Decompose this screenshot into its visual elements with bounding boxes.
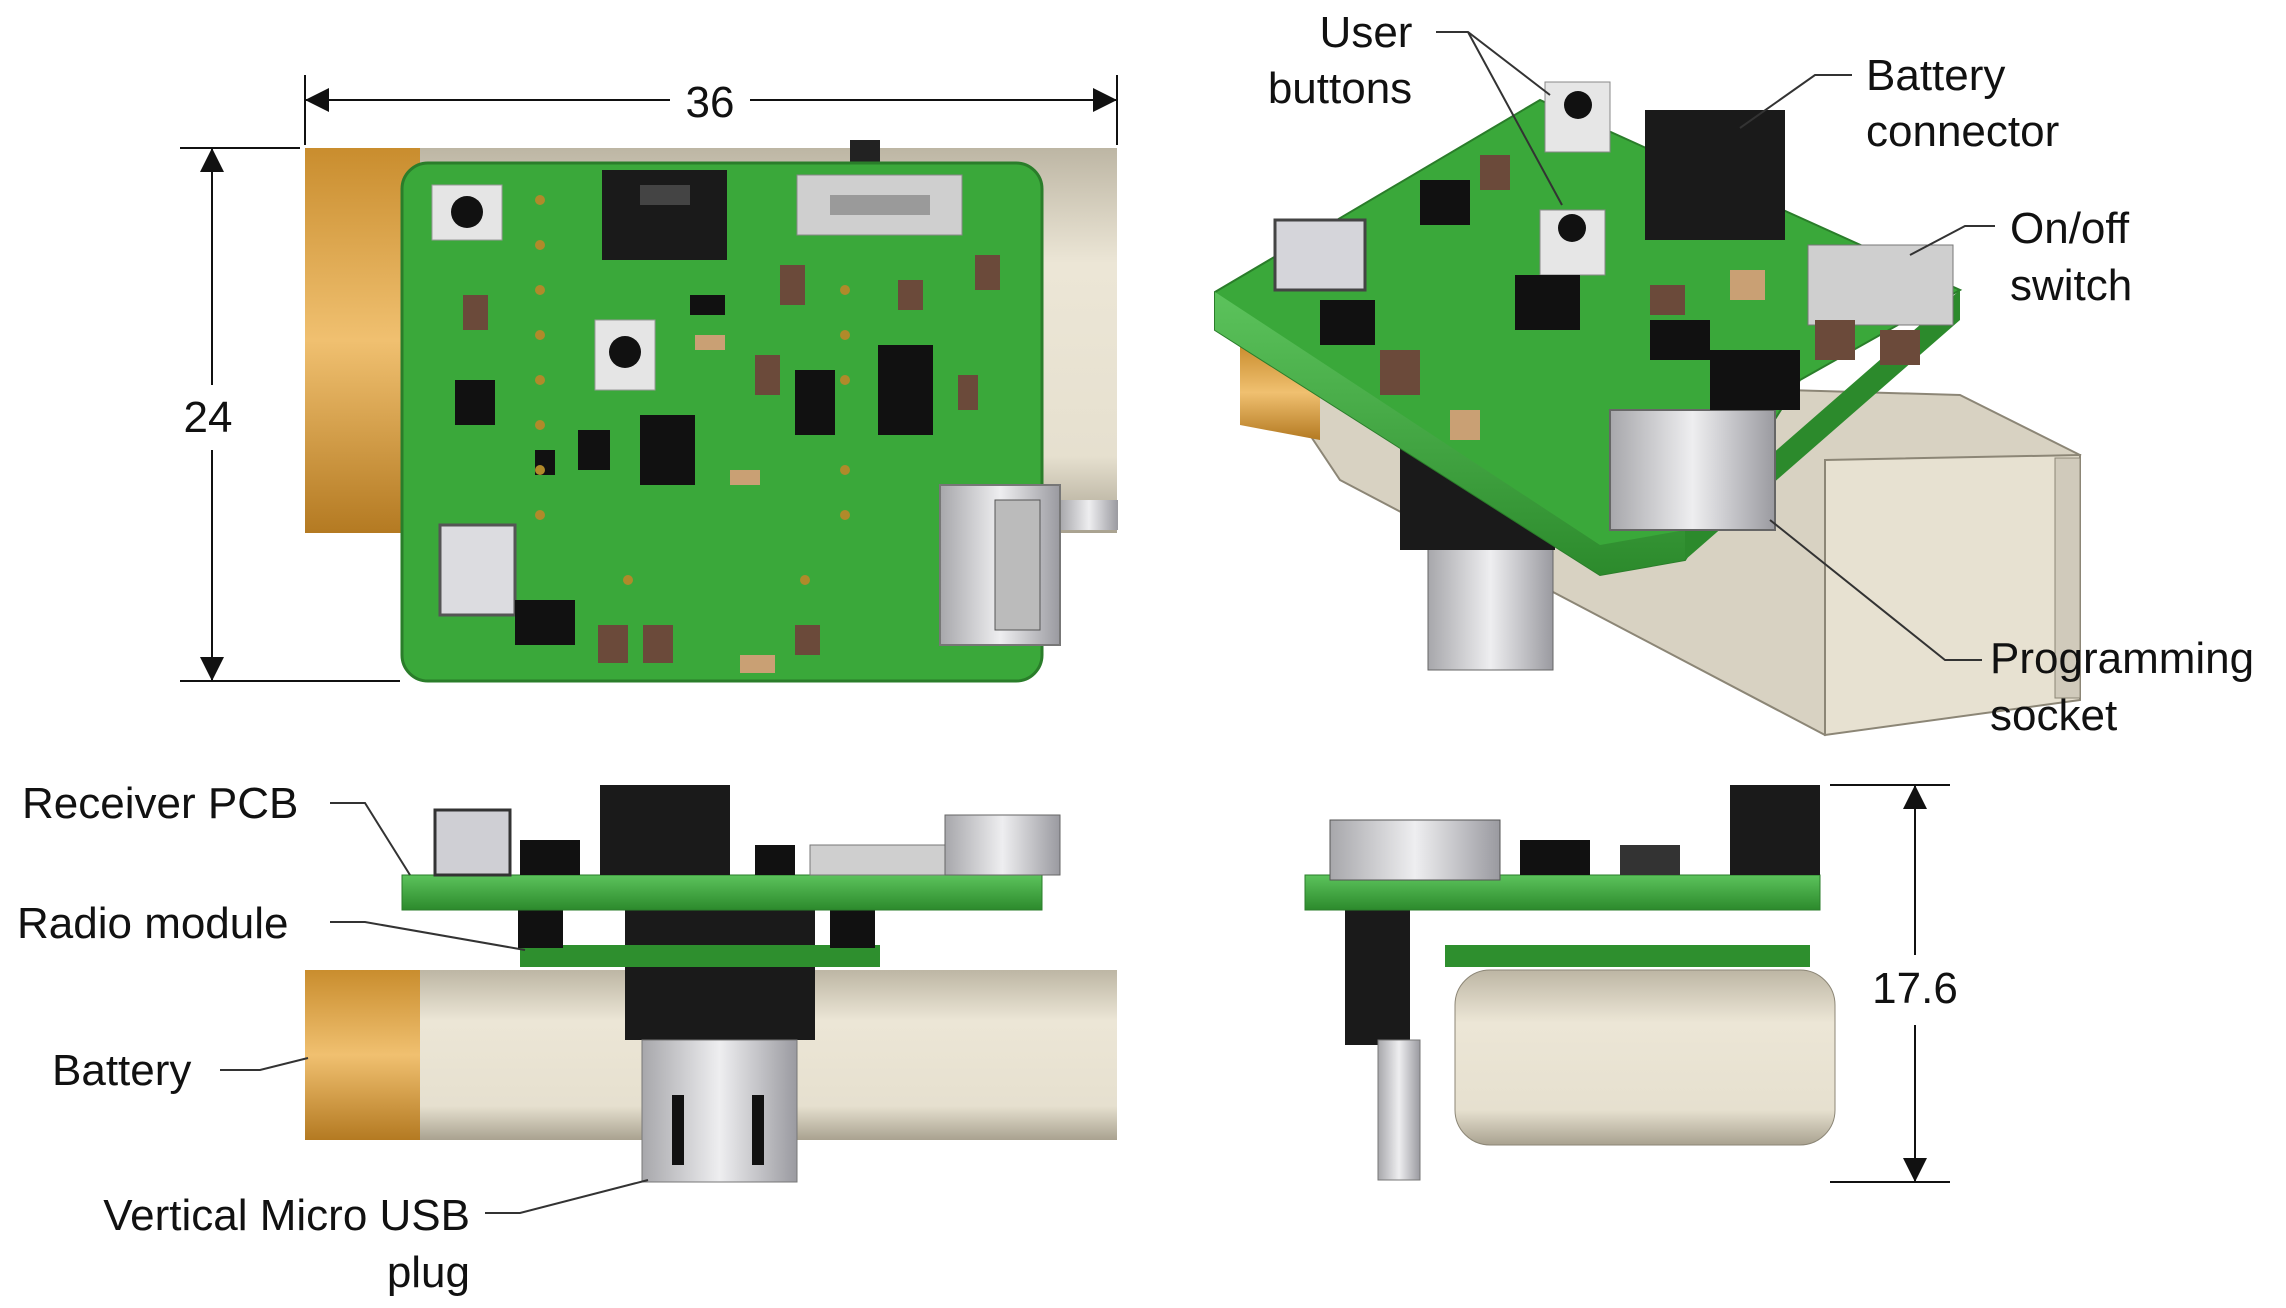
resistor-7	[598, 625, 628, 663]
front-radio-chip-2	[830, 910, 875, 948]
iso-battery-end	[2054, 457, 2081, 699]
front-radio-chip-1	[518, 910, 563, 948]
inductor	[438, 523, 517, 617]
pcb-components	[431, 170, 1061, 673]
front-radio-module	[520, 945, 880, 967]
chip-5	[455, 380, 495, 425]
front-usb-slot-1	[672, 1095, 684, 1165]
side-battery-connector	[1730, 785, 1820, 875]
iso-programming-socket	[1609, 409, 1776, 531]
side-usb-body	[1345, 905, 1410, 1045]
label-programming-2: socket	[1990, 691, 2117, 740]
label-user-buttons-2: buttons	[1268, 64, 1412, 113]
user-button-2-cap	[609, 336, 641, 368]
label-battery-connector-1: Battery	[1866, 51, 2005, 100]
side-usb-plug	[1377, 1039, 1421, 1181]
side-pcb	[1304, 874, 1821, 911]
front-usb-body	[625, 910, 815, 1040]
front-battery-gold	[305, 970, 420, 1140]
iso-button-2-cap	[1558, 214, 1586, 242]
top-view: 36 24	[180, 75, 1118, 683]
front-chip-1	[520, 840, 580, 875]
side-battery	[1454, 969, 1836, 1146]
resistor-10	[740, 655, 775, 673]
label-radio-module: Radio module	[17, 899, 289, 948]
iso-chip-1	[1515, 275, 1580, 330]
label-usb-1: Vertical Micro USB	[103, 1191, 470, 1240]
iso-chip-4	[1650, 320, 1710, 360]
iso-button-1-cap	[1564, 91, 1592, 119]
label-battery-connector-2: connector	[1866, 107, 2059, 156]
dim-width: 36	[686, 78, 735, 127]
front-socket	[944, 814, 1061, 876]
front-usb-slot-2	[752, 1095, 764, 1165]
iso-battery-connector	[1645, 110, 1785, 240]
resistor-12	[730, 470, 760, 485]
front-battery-connector	[600, 785, 730, 875]
iso-res-4	[1880, 330, 1920, 365]
front-chip-2	[755, 845, 795, 875]
iso-view	[1214, 81, 2082, 737]
chip-4	[795, 370, 835, 435]
front-switch	[809, 844, 951, 876]
iso-usb-plug	[1427, 529, 1554, 671]
resistor-1	[463, 295, 488, 330]
iso-res-3	[1815, 320, 1855, 360]
resistor-2	[780, 265, 805, 305]
iso-res-2	[1650, 285, 1685, 315]
iso-pcb-edge	[1215, 292, 1685, 575]
iso-battery-face	[1824, 453, 2081, 737]
front-inductor	[433, 808, 512, 877]
label-battery: Battery	[52, 1046, 191, 1095]
iso-chip-2	[1420, 180, 1470, 225]
iso-res-7	[1450, 410, 1480, 440]
label-receiver-pcb: Receiver PCB	[22, 779, 298, 828]
side-chip-2	[1620, 845, 1680, 875]
resistor-8	[643, 625, 673, 663]
chip-1	[515, 600, 575, 645]
side-radio-module	[1445, 945, 1810, 967]
iso-res-6	[1730, 270, 1765, 300]
front-pcb	[401, 874, 1043, 911]
label-onoff-1: On/off	[2010, 204, 2130, 253]
onoff-switch-slider	[830, 195, 930, 215]
battery-connector-slot	[640, 185, 690, 205]
iso-res-5	[1380, 350, 1420, 395]
pcb-board	[400, 161, 1044, 683]
label-usb-2: plug	[387, 1248, 470, 1297]
pin	[1060, 500, 1118, 530]
label-programming-1: Programming	[1990, 634, 2254, 683]
micro-usb-port	[994, 499, 1041, 631]
callouts: User buttons Battery connector On/off sw…	[17, 8, 2254, 1297]
chip-6	[578, 430, 610, 470]
iso-chip-5	[1320, 300, 1375, 345]
front-usb-plug	[641, 1039, 798, 1183]
resistor-6	[958, 375, 978, 410]
label-onoff-2: switch	[2010, 261, 2132, 310]
chip-2	[640, 415, 695, 485]
chip-7	[690, 295, 725, 315]
dim-depth: 17.6	[1872, 964, 1958, 1013]
iso-inductor	[1273, 218, 1367, 292]
chip-3	[878, 345, 933, 435]
resistor-3	[755, 355, 780, 395]
side-socket	[1329, 819, 1501, 881]
iso-switch	[1807, 244, 1954, 326]
resistor-4	[975, 255, 1000, 290]
dim-height: 24	[184, 393, 233, 442]
resistor-11	[695, 335, 725, 350]
resistor-9	[795, 625, 820, 655]
resistor-5	[898, 280, 923, 310]
iso-chip-3	[1710, 350, 1800, 410]
battery-connector	[602, 170, 727, 260]
user-button-1-cap	[451, 196, 483, 228]
side-chip-1	[1520, 840, 1590, 875]
iso-res-1	[1480, 155, 1510, 190]
label-user-buttons-1: User	[1320, 8, 1413, 57]
pcb-vias	[535, 195, 850, 585]
front-view	[305, 785, 1117, 1183]
side-view: 17.6	[1304, 784, 1958, 1183]
